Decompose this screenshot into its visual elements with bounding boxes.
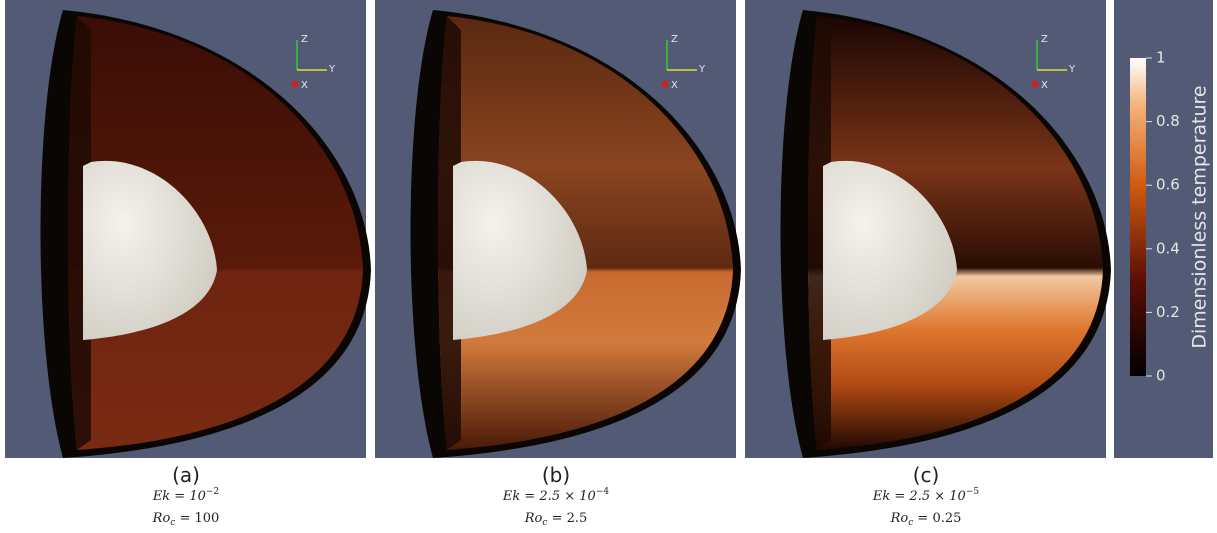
ro-equation: Roc = 0.25 — [890, 511, 962, 528]
ro-equation: Roc = 100 — [152, 511, 220, 528]
axis-label: Z — [301, 34, 308, 45]
axis-label: X — [671, 80, 678, 91]
ek-text: Ek = 2.5 × 10 — [872, 489, 966, 504]
axis-label: Y — [328, 64, 336, 75]
ek-exponent: −2 — [206, 487, 219, 497]
colorbar — [1130, 58, 1146, 376]
axis-label: X — [301, 80, 308, 91]
axis-label: Y — [1068, 64, 1076, 75]
colorbar-tick-label: 1 — [1156, 49, 1166, 67]
ro-value: = 100 — [175, 511, 219, 526]
panel-label: (c) — [913, 463, 940, 487]
colorbar-title: Dimensionless temperature — [1189, 85, 1211, 348]
colorbar-tick-label: 0.2 — [1156, 303, 1180, 321]
axis-label: Z — [671, 34, 678, 45]
axis-x — [661, 80, 669, 88]
ro-subscript: c — [908, 518, 913, 528]
ro-text: Ro — [152, 511, 171, 526]
ek-equation: Ek = 2.5 × 10−4 — [502, 487, 609, 504]
axis-x — [291, 80, 299, 88]
colorbar-tick-label: 0 — [1156, 367, 1166, 385]
colorbar-tick-label: 0.6 — [1156, 176, 1180, 194]
ro-equation: Roc = 2.5 — [524, 511, 588, 528]
axis-label: Z — [1041, 34, 1048, 45]
ro-text: Ro — [524, 511, 543, 526]
panel-label: (a) — [172, 463, 200, 487]
ek-text: Ek = 2.5 × 10 — [502, 489, 596, 504]
ro-subscript: c — [542, 518, 547, 528]
ro-value: = 0.25 — [913, 511, 961, 526]
ek-equation: Ek = 10−2 — [152, 487, 219, 504]
ek-exponent: −4 — [596, 487, 610, 497]
colorbar-tick-label: 0.8 — [1156, 112, 1180, 130]
colorbar-tick-label: 0.4 — [1156, 239, 1180, 257]
axis-label: Y — [698, 64, 706, 75]
ek-exponent: −5 — [966, 487, 980, 497]
axis-label: X — [1041, 80, 1048, 91]
ro-subscript: c — [170, 518, 175, 528]
panel-label: (b) — [542, 463, 570, 487]
axis-x — [1031, 80, 1039, 88]
ek-text: Ek = 10 — [152, 489, 206, 504]
ek-equation: Ek = 2.5 × 10−5 — [872, 487, 979, 504]
ro-text: Ro — [890, 511, 909, 526]
ro-value: = 2.5 — [547, 511, 587, 526]
